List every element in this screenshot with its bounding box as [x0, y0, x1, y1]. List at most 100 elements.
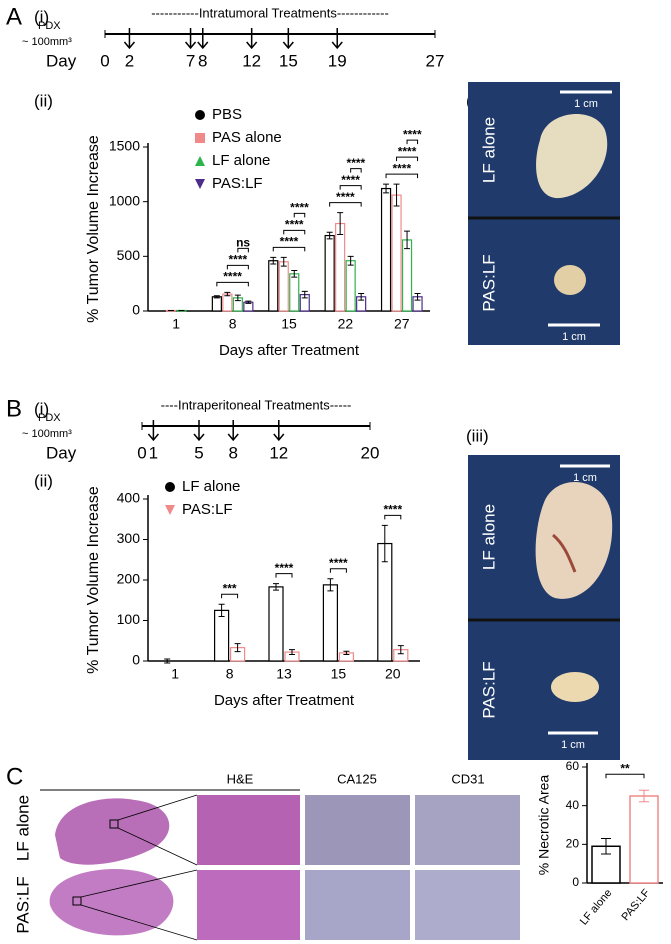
- x-tick-label: PAS:LF: [619, 887, 652, 923]
- y-tick-label: 0: [132, 652, 140, 668]
- error-bar: [270, 256, 277, 265]
- sig-label: ****: [383, 502, 402, 516]
- treatment-arrow: [193, 420, 205, 442]
- error-bar: [397, 645, 404, 655]
- sig-label: ****: [403, 127, 422, 141]
- timeline-title: ----Intraperitoneal Treatments-----: [161, 397, 352, 412]
- sig-bracket: [396, 156, 419, 162]
- y-tick-label: 0: [572, 875, 579, 889]
- sig-bracket: [350, 168, 362, 173]
- sig-label: ****: [392, 161, 411, 175]
- bar: [324, 234, 335, 312]
- zoom-line: [117, 794, 198, 821]
- error-bar: [393, 183, 400, 207]
- scale-label: 1 cm: [561, 739, 585, 751]
- y-tick-label: 20: [566, 837, 580, 851]
- bar: [345, 260, 356, 312]
- error-bar: [639, 789, 649, 803]
- y-tick-label: 60: [566, 759, 580, 773]
- error-bar: [601, 838, 611, 855]
- panel-sub: (i): [34, 399, 49, 418]
- error-bar: [404, 230, 411, 250]
- y-tick-label: 1000: [109, 192, 140, 208]
- bar: [278, 261, 289, 312]
- panel-letter: C: [6, 763, 23, 790]
- legend-label: LF alone: [212, 152, 270, 169]
- bar: [335, 222, 346, 312]
- bar: [222, 293, 233, 312]
- photo-label: LF alone: [479, 504, 498, 570]
- y-tick-label: 1500: [109, 138, 140, 154]
- stain-label: CD31: [451, 771, 484, 786]
- y-axis-label: % Tumor Volume Increase: [85, 135, 102, 323]
- x-tick-label: 8: [226, 666, 234, 682]
- error-bar: [381, 524, 388, 563]
- legend-marker: [165, 505, 175, 515]
- y-tick-label: 500: [117, 247, 141, 263]
- sig-bracket: [283, 229, 306, 235]
- bar: [401, 239, 413, 312]
- timeline-day: 8: [228, 443, 237, 462]
- timeline-day: 19: [328, 51, 347, 70]
- stain-label: H&E: [227, 771, 254, 786]
- zoom-line: [80, 904, 198, 941]
- tumor: [551, 672, 599, 702]
- tumor: [535, 481, 613, 599]
- y-tick-label: 300: [117, 530, 141, 546]
- row-label: PAS:LF: [13, 876, 32, 933]
- timeline-day: 0: [100, 51, 109, 70]
- error-bar: [326, 231, 333, 240]
- sig-label: ****: [347, 156, 366, 170]
- x-tick-label: 27: [394, 316, 410, 332]
- treatment-arrow: [147, 420, 159, 442]
- x-tick-label: 15: [331, 666, 347, 682]
- zoom-box: [109, 819, 119, 829]
- sig-label: ****: [329, 556, 348, 570]
- sig-label: ****: [229, 253, 248, 267]
- x-tick-label: 8: [229, 316, 237, 332]
- timeline-day: 0: [137, 443, 146, 462]
- sig-bracket: [329, 202, 362, 207]
- error-bar: [289, 649, 295, 656]
- panel-sub: (ii): [34, 91, 53, 110]
- timeline-note: ~ 100mm³: [22, 36, 72, 48]
- sig-bracket: [293, 212, 306, 218]
- error-bar: [383, 183, 390, 194]
- error-bar: [213, 295, 220, 299]
- panel-sub: (iii): [466, 426, 489, 445]
- y-tick-label: 40: [566, 798, 580, 812]
- treatment-arrow: [197, 28, 209, 50]
- scale-label: 1 cm: [574, 98, 598, 110]
- sig-bracket: [226, 264, 249, 270]
- error-bar: [327, 578, 334, 592]
- sig-label: ***: [223, 581, 237, 595]
- sig-label: **: [620, 761, 630, 775]
- sig-bracket: [329, 568, 347, 573]
- zoom-box: [72, 896, 82, 906]
- bar: [629, 795, 659, 884]
- treatment-arrow: [123, 28, 136, 50]
- legend-marker: [195, 110, 205, 120]
- error-bar: [234, 294, 241, 302]
- legend-marker: [195, 133, 205, 143]
- y-tick-label: 0: [132, 302, 140, 318]
- error-bar: [343, 650, 350, 656]
- legend-marker: [195, 179, 205, 189]
- error-bar: [291, 270, 298, 278]
- bar: [391, 194, 402, 312]
- tumor: [554, 265, 586, 295]
- y-tick-label: 100: [117, 611, 141, 627]
- sig-bracket: [275, 573, 293, 578]
- sig-label: ****: [398, 144, 417, 158]
- photo-label: LF alone: [479, 117, 498, 183]
- error-bar: [301, 290, 308, 299]
- micrograph: [197, 870, 300, 940]
- timeline-day: 15: [279, 51, 298, 70]
- sig-label: ****: [275, 561, 294, 575]
- stain-label: CA125: [337, 771, 377, 786]
- error-bar: [414, 293, 421, 301]
- sig-bracket: [605, 773, 645, 779]
- sig-label: ****: [290, 201, 309, 215]
- photo-label: PAS:LF: [479, 254, 498, 311]
